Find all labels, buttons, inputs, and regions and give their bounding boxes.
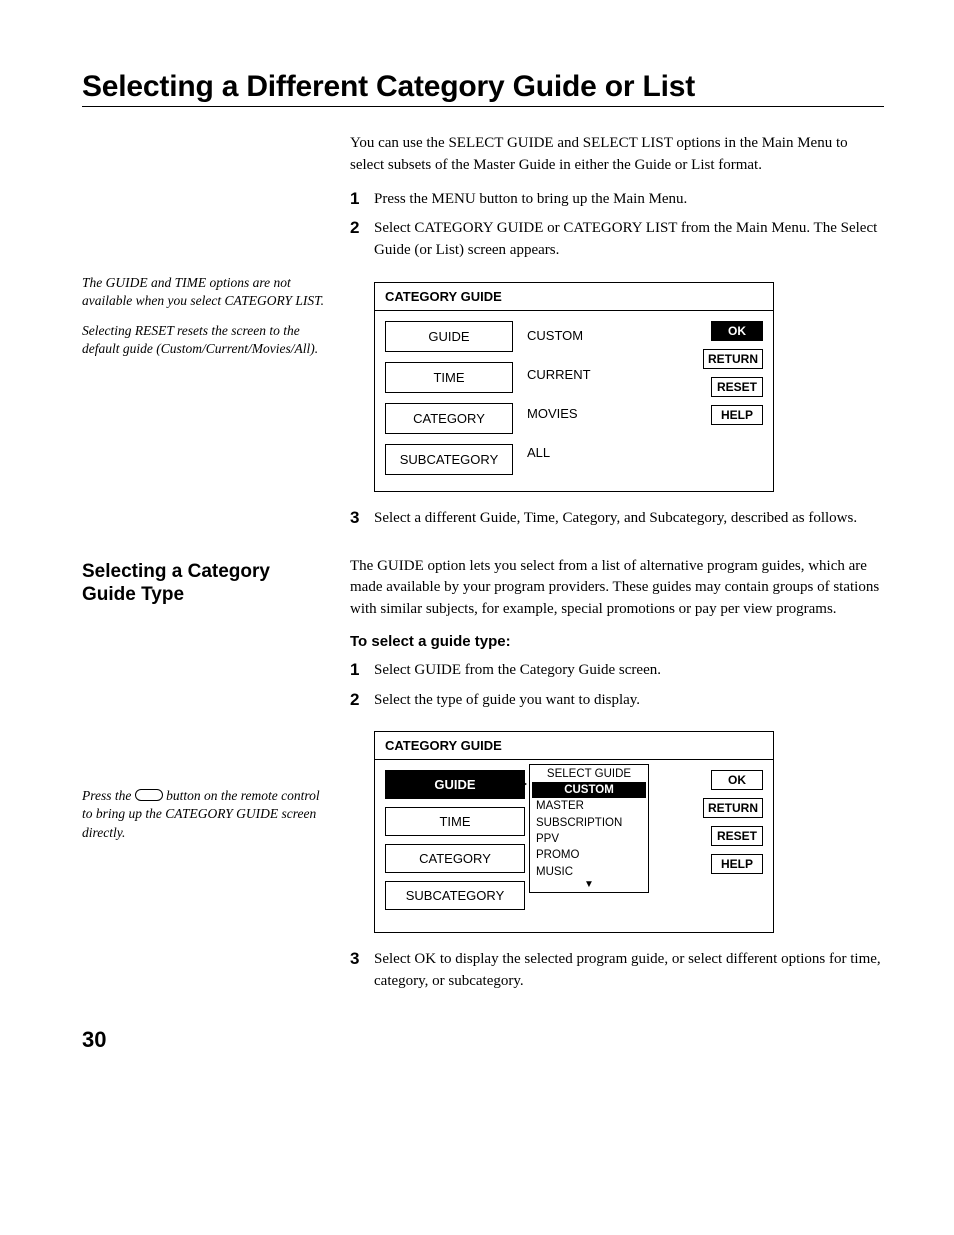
chevron-down-icon[interactable]: ▼ bbox=[530, 880, 648, 892]
guide-field[interactable]: GUIDE bbox=[385, 321, 513, 352]
page-title: Selecting a Different Category Guide or … bbox=[82, 70, 884, 107]
guide-field-selected[interactable]: GUIDE bbox=[385, 770, 525, 799]
section-paragraph: The GUIDE option lets you select from a … bbox=[350, 556, 884, 621]
time-field[interactable]: TIME bbox=[385, 807, 525, 836]
pointer-icon bbox=[517, 778, 527, 790]
step-3: 3 Select a different Guide, Time, Catego… bbox=[350, 508, 884, 530]
step-b2: 2 Select the type of guide you want to d… bbox=[350, 690, 884, 712]
subcategory-field[interactable]: SUBCATEGORY bbox=[385, 444, 513, 475]
time-value: CURRENT bbox=[523, 360, 703, 389]
step-1: 1 Press the MENU button to bring up the … bbox=[350, 189, 884, 211]
step-text: Select a different Guide, Time, Category… bbox=[374, 508, 884, 530]
dropdown-item[interactable]: PPV bbox=[530, 831, 648, 847]
step-number: 1 bbox=[350, 189, 374, 209]
help-button[interactable]: HELP bbox=[711, 854, 763, 874]
section-heading: Selecting a Category Guide Type bbox=[82, 560, 326, 608]
subcategory-value: ALL bbox=[523, 438, 703, 467]
reset-button[interactable]: RESET bbox=[711, 826, 763, 846]
guide-value: CUSTOM bbox=[523, 321, 703, 350]
category-field[interactable]: CATEGORY bbox=[385, 844, 525, 873]
panel-title: CATEGORY GUIDE bbox=[375, 283, 773, 311]
time-field[interactable]: TIME bbox=[385, 362, 513, 393]
step-number: 3 bbox=[350, 508, 374, 528]
return-button[interactable]: RETURN bbox=[703, 798, 763, 818]
select-guide-dropdown[interactable]: SELECT GUIDE CUSTOM MASTER SUBSCRIPTION … bbox=[529, 764, 649, 893]
panel-title: CATEGORY GUIDE bbox=[375, 732, 773, 760]
step-number: 2 bbox=[350, 690, 374, 710]
reset-button[interactable]: RESET bbox=[711, 377, 763, 397]
step-number: 3 bbox=[350, 949, 374, 969]
sidenote-remote-button: Press the button on the remote control t… bbox=[82, 787, 326, 842]
ok-button[interactable]: OK bbox=[711, 321, 763, 341]
procedure-heading: To select a guide type: bbox=[350, 633, 884, 650]
step-text: Select GUIDE from the Category Guide scr… bbox=[374, 660, 884, 682]
category-guide-panel-2: CATEGORY GUIDE GUIDE TIME CATEGORY SUBCA… bbox=[374, 731, 774, 933]
sidenote-guide-time: The GUIDE and TIME options are not avail… bbox=[82, 274, 326, 310]
step-text: Press the MENU button to bring up the Ma… bbox=[374, 189, 884, 211]
step-text: Select the type of guide you want to dis… bbox=[374, 690, 884, 712]
dropdown-title: SELECT GUIDE bbox=[530, 765, 648, 782]
dropdown-item[interactable]: PROMO bbox=[530, 847, 648, 863]
help-button[interactable]: HELP bbox=[711, 405, 763, 425]
dropdown-selected[interactable]: CUSTOM bbox=[532, 782, 646, 798]
dropdown-item[interactable]: SUBSCRIPTION bbox=[530, 815, 648, 831]
step-number: 2 bbox=[350, 218, 374, 238]
dropdown-item[interactable]: MASTER bbox=[530, 798, 648, 814]
step-2: 2 Select CATEGORY GUIDE or CATEGORY LIST… bbox=[350, 218, 884, 262]
subcategory-field[interactable]: SUBCATEGORY bbox=[385, 881, 525, 910]
sidenote-reset: Selecting RESET resets the screen to the… bbox=[82, 322, 326, 358]
category-value: MOVIES bbox=[523, 399, 703, 428]
dropdown-item[interactable]: MUSIC bbox=[530, 864, 648, 880]
step-b1: 1 Select GUIDE from the Category Guide s… bbox=[350, 660, 884, 682]
step-text: Select CATEGORY GUIDE or CATEGORY LIST f… bbox=[374, 218, 884, 262]
intro-paragraph: You can use the SELECT GUIDE and SELECT … bbox=[350, 133, 884, 177]
step-number: 1 bbox=[350, 660, 374, 680]
step-b3: 3 Select OK to display the selected prog… bbox=[350, 949, 884, 993]
category-guide-panel-1: CATEGORY GUIDE GUIDE TIME CATEGORY SUBCA… bbox=[374, 282, 774, 492]
step-text: Select OK to display the selected progra… bbox=[374, 949, 884, 993]
return-button[interactable]: RETURN bbox=[703, 349, 763, 369]
oval-button-icon bbox=[135, 789, 163, 801]
page-number: 30 bbox=[82, 1027, 884, 1053]
ok-button[interactable]: OK bbox=[711, 770, 763, 790]
category-field[interactable]: CATEGORY bbox=[385, 403, 513, 434]
